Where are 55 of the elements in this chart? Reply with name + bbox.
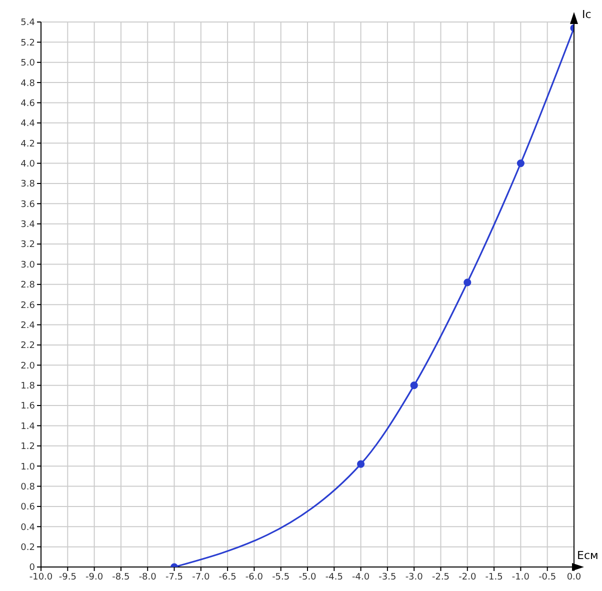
y-tick-label: 1.0 bbox=[20, 462, 36, 472]
point bbox=[516, 159, 524, 168]
point bbox=[464, 278, 472, 286]
x-tick-label: -6.0 bbox=[245, 572, 264, 582]
y-tick-label: 4.4 bbox=[20, 119, 36, 130]
y-tick-label: 1.2 bbox=[20, 442, 35, 452]
y-tick-label: 0 bbox=[29, 563, 36, 574]
x-tick-label: -4.0 bbox=[352, 572, 370, 582]
y-tick-label: 4.8 bbox=[20, 78, 36, 89]
x-tick-label: -5.0 bbox=[298, 572, 317, 582]
y-tick-label: 0.6 bbox=[20, 502, 36, 513]
y-tick-label: 5.0 bbox=[20, 58, 36, 69]
x-tick-label: -10.0 bbox=[29, 572, 53, 582]
x-tick-label: -7.5 bbox=[165, 572, 184, 582]
x-tick-label: -6.5 bbox=[218, 572, 236, 582]
x-tick-label: -2.0 bbox=[458, 572, 476, 582]
x-tick-label: -9.0 bbox=[86, 572, 104, 582]
x-tick-label: -7.0 bbox=[192, 572, 210, 582]
y-tick-label: 4.2 bbox=[20, 139, 35, 150]
x-tick-label: -8.5 bbox=[112, 572, 130, 582]
x-tick-label: -3.0 bbox=[405, 572, 424, 582]
y-tick-label: 5.4 bbox=[20, 18, 36, 28]
y-tick-label: 2.4 bbox=[20, 320, 36, 331]
x-tick-label: -9.5 bbox=[58, 572, 76, 582]
y-tick-label: 0.8 bbox=[20, 482, 36, 492]
x-tick-label: 0.0 bbox=[566, 572, 582, 582]
x-tick-label: -3.5 bbox=[378, 572, 396, 582]
y-tick-label: 3.2 bbox=[20, 240, 35, 250]
x-tick-label: -8.0 bbox=[138, 572, 157, 582]
y-tick-label: 3.8 bbox=[20, 180, 36, 190]
y-tick-label: 0.4 bbox=[20, 522, 36, 533]
x-tick-label: -5.5 bbox=[272, 572, 290, 582]
y-tick-label: 4.0 bbox=[20, 159, 36, 170]
point bbox=[357, 460, 365, 468]
x-tick-label: -1.5 bbox=[485, 572, 503, 582]
y-tick-label: 3.0 bbox=[20, 260, 36, 270]
x-tick-label: -4.5 bbox=[325, 572, 343, 582]
y-tick-label: 1.8 bbox=[20, 382, 36, 392]
x-tick-label: -0.5 bbox=[538, 572, 556, 582]
y-tick-label: 2.8 bbox=[20, 280, 36, 291]
x-tick-label: -2.5 bbox=[432, 572, 450, 582]
y-tick-label: 3.6 bbox=[20, 200, 36, 210]
y-tick-label: 1.6 bbox=[20, 402, 36, 412]
x-axis-title: Eсм bbox=[577, 549, 598, 562]
y-tick-label: 1.4 bbox=[20, 422, 36, 432]
y-tick-label: 5.2 bbox=[20, 38, 35, 48]
y-tick-label: 4.6 bbox=[20, 98, 36, 109]
x-tick-label: -1.0 bbox=[512, 572, 530, 582]
y-tick-label: 3.4 bbox=[20, 220, 36, 230]
y-tick-label: 0.2 bbox=[20, 543, 35, 554]
y-tick-label: 2.6 bbox=[20, 300, 36, 311]
y-tick-label: 2.2 bbox=[20, 341, 35, 352]
point bbox=[410, 382, 418, 390]
y-tick-label: 2.0 bbox=[20, 361, 36, 372]
y-axis-title: Ic bbox=[582, 8, 592, 21]
